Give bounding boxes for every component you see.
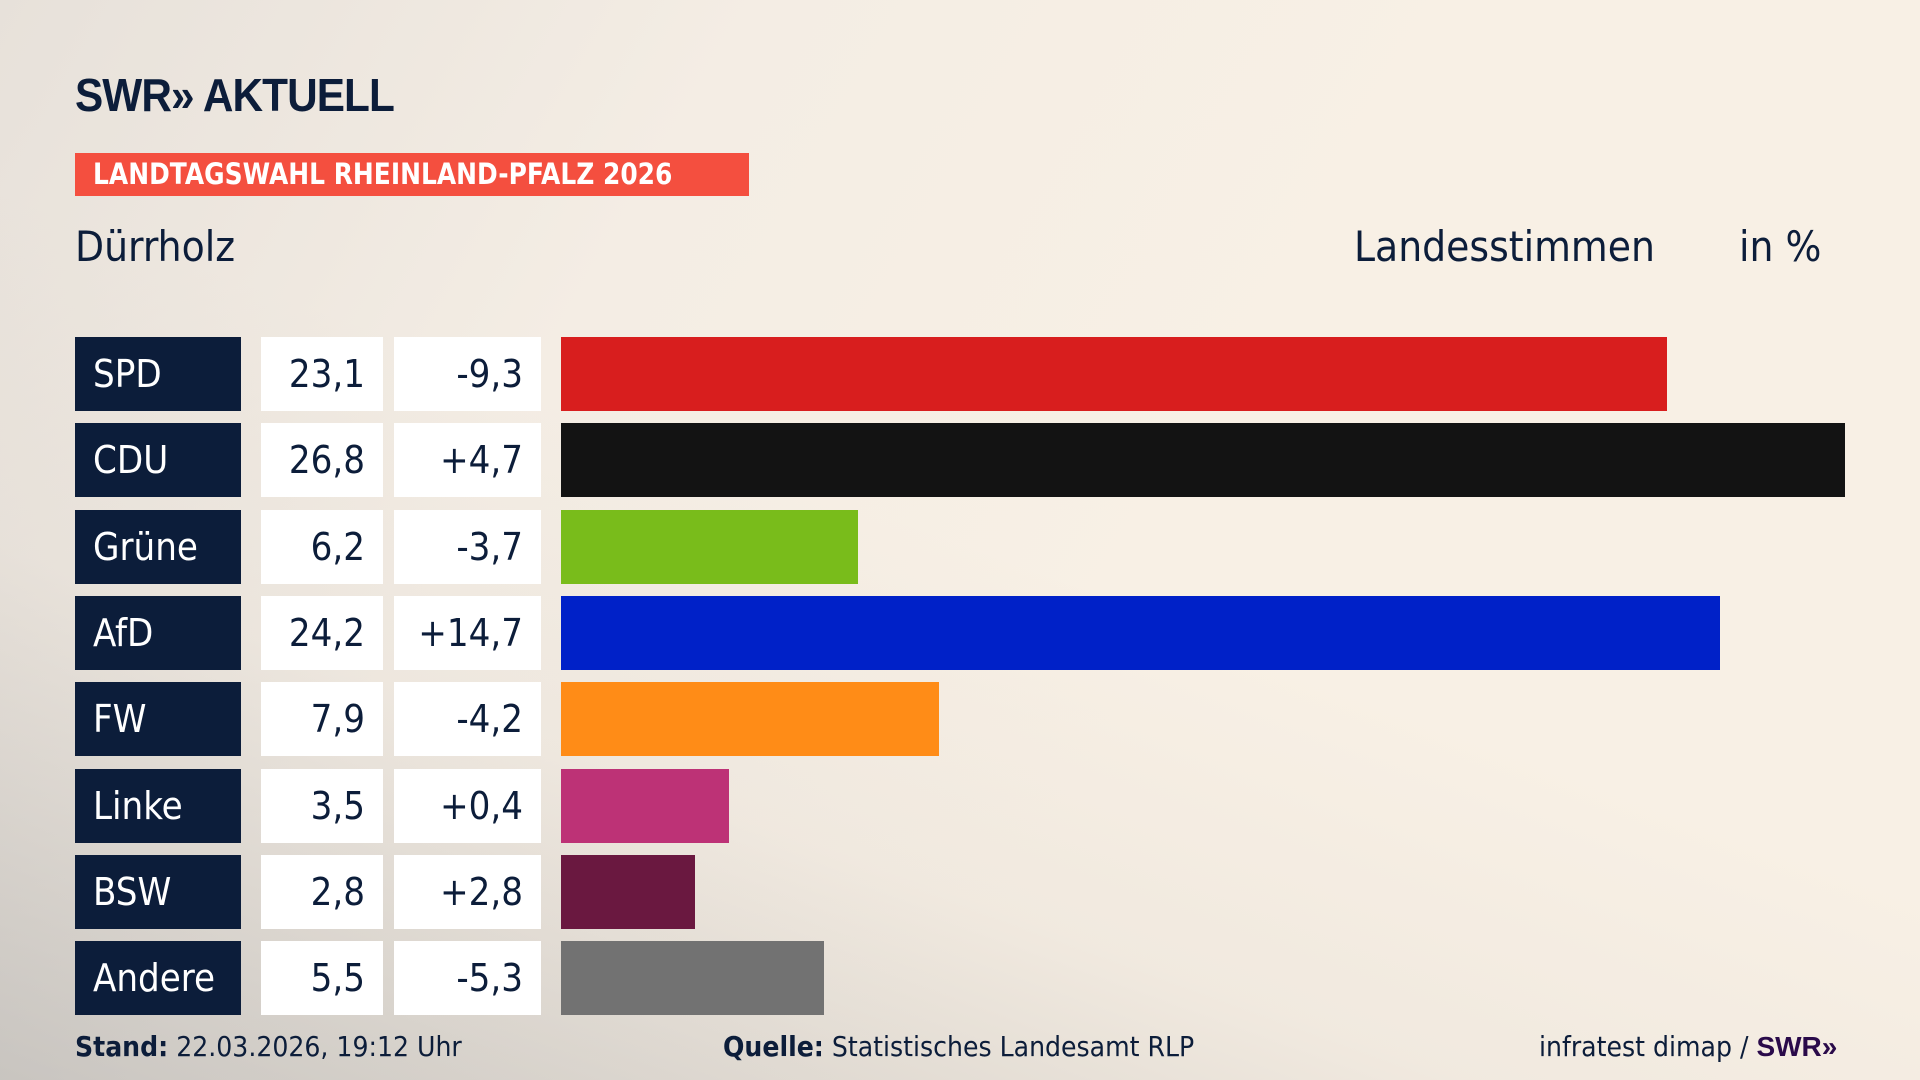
place-title: Dürrholz xyxy=(75,222,236,271)
party-name: Andere xyxy=(75,941,241,1016)
party-bar xyxy=(561,768,729,843)
party-bar xyxy=(561,595,1721,670)
timestamp-value: 22.03.2026, 19:12 Uhr xyxy=(176,1030,462,1063)
party-change: -5,3 xyxy=(394,941,541,1016)
party-value: 26,8 xyxy=(261,423,383,498)
party-name: Linke xyxy=(75,768,241,843)
election-banner: LANDTAGSWAHL RHEINLAND-PFALZ 2026 xyxy=(75,153,749,196)
source-label: Quelle: xyxy=(723,1030,824,1063)
party-bar xyxy=(561,941,825,1016)
party-value: 23,1 xyxy=(261,337,383,411)
party-value: 5,5 xyxy=(261,941,383,1016)
swr-logo-small: SWR» xyxy=(1756,1031,1838,1062)
party-bar xyxy=(561,682,940,757)
party-bar xyxy=(561,337,1668,411)
party-value: 7,9 xyxy=(261,682,383,757)
party-name: Grüne xyxy=(75,509,241,584)
party-change: -4,2 xyxy=(394,682,541,757)
credit: infratest dimap / SWR» xyxy=(1539,1030,1837,1063)
party-name: BSW xyxy=(75,854,241,929)
party-change: -9,3 xyxy=(394,337,541,411)
party-change: +14,7 xyxy=(394,595,541,670)
party-name: CDU xyxy=(75,423,241,498)
election-banner-text: LANDTAGSWAHL RHEINLAND-PFALZ 2026 xyxy=(93,157,673,191)
party-change: +4,7 xyxy=(394,423,541,498)
unit-header: in % xyxy=(1739,222,1822,271)
party-bar xyxy=(561,423,1845,498)
party-change: +0,4 xyxy=(394,768,541,843)
swr-aktuell-logo: SWR» AKTUELL xyxy=(75,69,395,121)
party-value: 24,2 xyxy=(261,595,383,670)
timestamp-label: Stand: xyxy=(75,1030,169,1063)
party-change: +2,8 xyxy=(394,854,541,929)
source: Quelle: Statistisches Landesamt RLP xyxy=(723,1030,1194,1063)
party-name: FW xyxy=(75,682,241,757)
party-value: 3,5 xyxy=(261,768,383,843)
party-value: 6,2 xyxy=(261,509,383,584)
timestamp: Stand: 22.03.2026, 19:12 Uhr xyxy=(75,1030,462,1063)
party-bar xyxy=(561,509,858,584)
vote-type-header: Landesstimmen xyxy=(1354,222,1655,271)
source-value: Statistisches Landesamt RLP xyxy=(831,1030,1195,1063)
party-bar xyxy=(561,854,696,929)
party-change: -3,7 xyxy=(394,509,541,584)
party-name: SPD xyxy=(75,337,241,411)
credit-text: infratest dimap / xyxy=(1539,1030,1749,1063)
party-value: 2,8 xyxy=(261,854,383,929)
party-name: AfD xyxy=(75,595,241,670)
